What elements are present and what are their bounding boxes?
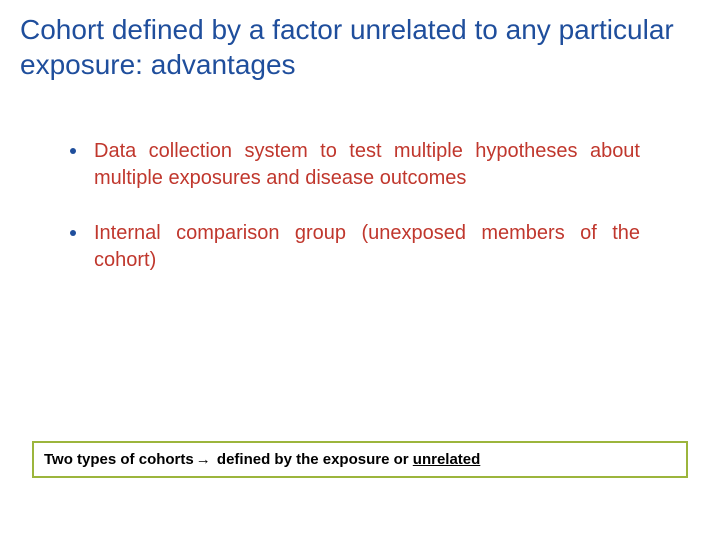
list-item: Data collection system to test multiple … [70,138,640,192]
bullet-icon [70,230,76,236]
arrow-icon: → [196,451,211,468]
bullet-text: Internal comparison group (unexposed mem… [94,220,640,274]
footer-middle: defined by the exposure or [213,451,413,468]
list-item: Internal comparison group (unexposed mem… [70,220,640,274]
footer-prefix: Two types of cohorts [44,451,194,468]
bullet-icon [70,148,76,154]
bullet-text: Data collection system to test multiple … [94,138,640,192]
slide-title: Cohort defined by a factor unrelated to … [20,12,700,82]
footer-underlined: unrelated [413,451,481,468]
slide: Cohort defined by a factor unrelated to … [0,0,720,540]
footer-callout: Two types of cohorts→ defined by the exp… [32,441,688,478]
bullet-list: Data collection system to test multiple … [20,138,700,274]
